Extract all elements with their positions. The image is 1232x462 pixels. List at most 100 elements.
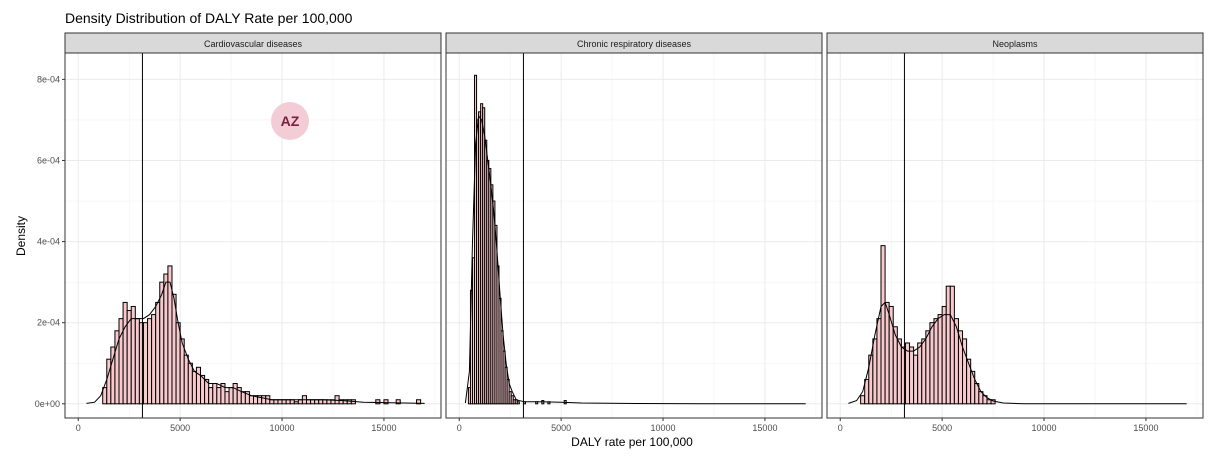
- histogram-bar: [933, 318, 939, 405]
- facet-strip-label: Cardiovascular diseases: [204, 39, 303, 49]
- histogram-bar: [285, 399, 291, 405]
- histogram-bar: [909, 346, 915, 405]
- histogram-bar: [913, 354, 919, 405]
- histogram-bar: [126, 310, 132, 405]
- histogram-bar: [142, 322, 149, 405]
- histogram-bar: [318, 399, 324, 405]
- histogram-bar: [281, 399, 287, 405]
- histogram-bar: [346, 399, 352, 405]
- histogram-bar: [921, 338, 927, 405]
- histogram-bar: [937, 314, 943, 405]
- az-badge-text: AZ: [281, 113, 300, 129]
- x-tick-label: 15000: [752, 423, 777, 433]
- histogram-bar: [106, 358, 112, 405]
- histogram-bar: [130, 305, 136, 405]
- histogram-bar: [925, 330, 931, 405]
- histogram-bar: [876, 318, 882, 405]
- histogram-bar: [395, 399, 401, 405]
- histogram-bar: [273, 399, 279, 405]
- histogram-bar: [970, 370, 976, 405]
- histogram-bar: [134, 318, 140, 405]
- histogram-bar: [261, 395, 267, 405]
- panel-border: [445, 52, 823, 419]
- facet-panel: Neoplasms 0 5000 10000 15000: [826, 32, 1204, 433]
- histogram-bar: [159, 281, 165, 405]
- histogram-bar: [949, 285, 955, 405]
- facet-panel: Cardiovascular diseases 0 5000 10000 15000 0e…: [35, 32, 442, 433]
- x-tick-label: 5000: [932, 423, 952, 433]
- histogram-bar: [945, 285, 951, 405]
- density-curve: [86, 281, 425, 404]
- histogram-bar: [216, 387, 222, 405]
- facet-panels: Cardiovascular diseases 0 5000 10000 15000 0e…: [35, 32, 1204, 433]
- histogram-bar: [232, 383, 238, 405]
- x-tick-label: 5000: [551, 423, 571, 433]
- histogram-bar: [896, 338, 902, 405]
- histogram-bar: [122, 301, 128, 405]
- x-tick-label: 10000: [651, 423, 676, 433]
- histogram-bar: [277, 399, 283, 405]
- x-tick-label: 0: [457, 423, 462, 433]
- histogram-bar: [310, 399, 316, 405]
- histogram-bar: [929, 322, 935, 405]
- facet-strip-label: Chronic respiratory diseases: [577, 39, 692, 49]
- histogram-bar: [269, 399, 275, 405]
- histogram-bar: [860, 395, 866, 405]
- histogram-bar: [516, 401, 520, 405]
- x-tick-label: 5000: [170, 423, 190, 433]
- histogram-bar: [314, 399, 320, 405]
- histogram-bar: [941, 305, 947, 405]
- x-axis-label: DALY rate per 100,000: [571, 435, 693, 449]
- histogram-bar: [884, 301, 890, 405]
- x-tick-label: 15000: [1133, 423, 1158, 433]
- panel-background: [446, 53, 822, 418]
- x-tick-label: 10000: [1032, 423, 1057, 433]
- histogram-bar: [151, 314, 157, 405]
- facet-panel: Chronic respiratory diseases 0 5000 10000 15…: [445, 32, 823, 433]
- y-tick-label: 0e+00: [35, 399, 60, 409]
- x-tick-label: 0: [838, 423, 843, 433]
- az-badge-circle: [271, 102, 309, 140]
- histogram-bar: [880, 245, 886, 405]
- histogram-bar: [163, 273, 169, 405]
- y-tick-label: 8e-04: [37, 74, 60, 84]
- histogram-bar: [872, 338, 878, 405]
- histogram-bar: [155, 301, 161, 405]
- histogram-bar: [187, 362, 193, 405]
- histogram-bar: [200, 374, 206, 405]
- histogram-bar: [383, 399, 389, 405]
- histogram-bar: [183, 354, 189, 405]
- histogram-bar: [293, 401, 299, 405]
- y-tick-label: 6e-04: [37, 155, 60, 165]
- histogram-bar: [171, 293, 177, 405]
- histogram-bar: [147, 318, 153, 405]
- histogram-bar: [248, 395, 255, 405]
- histogram-bar: [917, 342, 923, 405]
- x-tick-label: 15000: [371, 423, 396, 433]
- histogram-bar: [297, 399, 303, 405]
- x-tick-label: 0: [76, 423, 81, 433]
- histogram-bar: [416, 399, 422, 405]
- histogram-bar: [179, 338, 185, 405]
- facet-strip-label: Neoplasms: [992, 39, 1038, 49]
- chart-title: Density Distribution of DALY Rate per 10…: [65, 10, 353, 26]
- y-axis-label: Density: [14, 216, 28, 256]
- y-tick-label: 4e-04: [37, 237, 60, 247]
- histogram-bar: [375, 399, 381, 405]
- y-tick-label: 2e-04: [37, 318, 60, 328]
- histogram-bar: [289, 399, 295, 405]
- histogram-bar: [986, 399, 992, 405]
- panel-border: [64, 52, 442, 419]
- histogram-bar: [191, 370, 197, 405]
- density-curve: [464, 114, 806, 405]
- az-badge: AZ: [271, 102, 309, 140]
- panel-border: [826, 52, 1204, 419]
- histogram-bar: [175, 322, 181, 405]
- histogram-bar: [904, 342, 911, 405]
- histogram-bar: [305, 399, 312, 405]
- histogram-bar: [224, 391, 230, 405]
- histogram-bar: [228, 387, 234, 405]
- density-curve: [848, 301, 1187, 405]
- histogram-bar: [334, 395, 340, 405]
